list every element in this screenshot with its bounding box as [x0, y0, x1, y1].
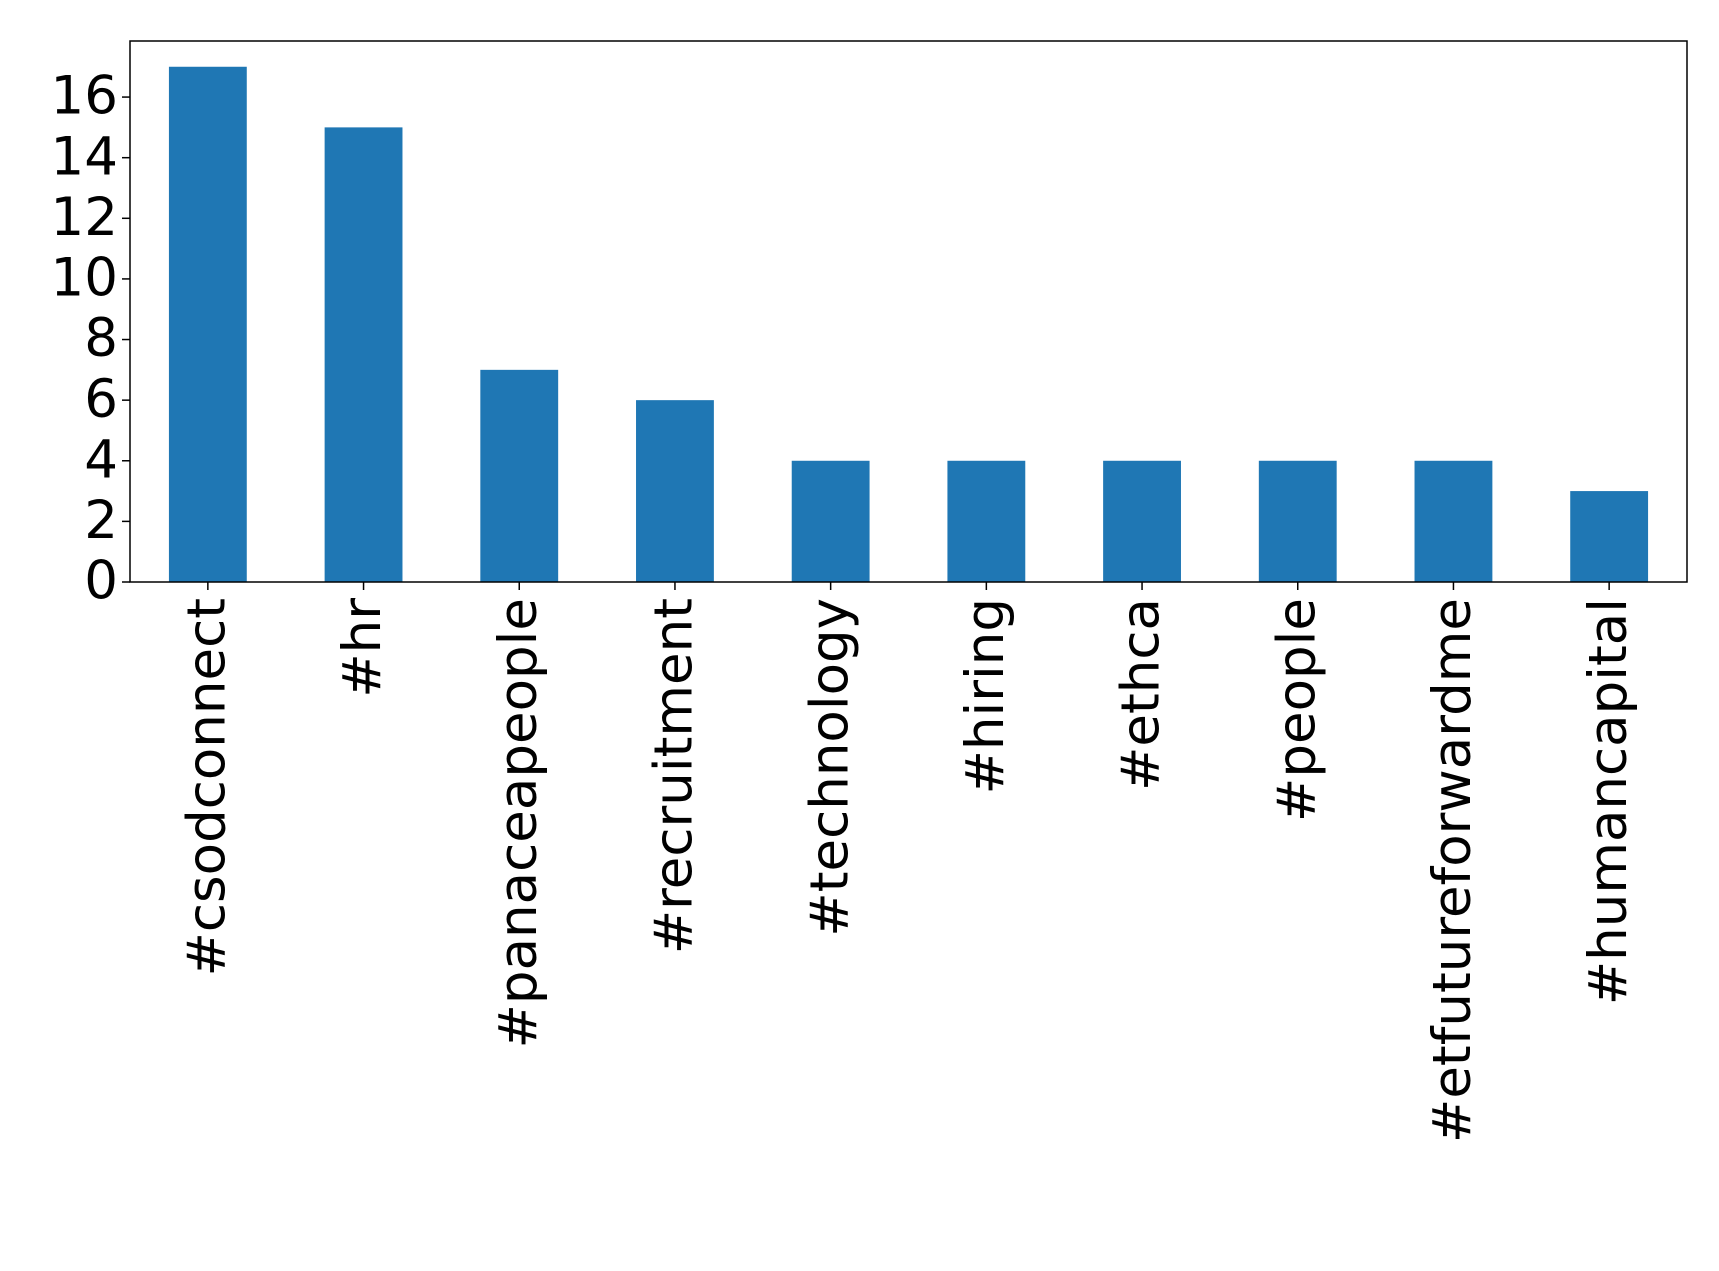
x-tick-label: #csodconnect: [176, 598, 237, 977]
bar: [324, 127, 403, 583]
x-tick-label: #technology: [799, 598, 860, 937]
x-tick-label: #hiring: [955, 598, 1016, 794]
y-tick-label: 6: [84, 369, 118, 430]
y-tick-label: 4: [84, 429, 118, 490]
y-tick-label: 16: [51, 66, 118, 127]
x-tick-label: #people: [1266, 598, 1327, 822]
plot-frame: [129, 40, 1688, 583]
bar: [947, 460, 1026, 582]
y-tick-label: 10: [51, 248, 118, 309]
bar: [1570, 491, 1649, 582]
y-tick-label: 2: [84, 490, 118, 551]
x-tick-label: #etfutureforwardme: [1422, 598, 1483, 1143]
bar: [791, 460, 870, 582]
y-tick-label: 12: [51, 187, 118, 248]
x-tick-label: #hr: [332, 598, 393, 698]
x-tick-label: #panaceapeople: [488, 598, 549, 1048]
bar: [1414, 460, 1493, 582]
bar: [168, 66, 247, 582]
x-tick-label: #humancapital: [1578, 598, 1639, 1005]
y-tick-label: 14: [51, 126, 118, 187]
bar: [636, 400, 714, 582]
bar: [1103, 460, 1181, 582]
x-tick-label: #ethca: [1111, 598, 1172, 791]
x-tick-label: #recruitment: [644, 598, 705, 954]
y-tick-label: 8: [84, 308, 118, 369]
bar: [480, 369, 559, 582]
y-tick-label: 0: [84, 551, 118, 612]
bar: [1258, 460, 1337, 582]
